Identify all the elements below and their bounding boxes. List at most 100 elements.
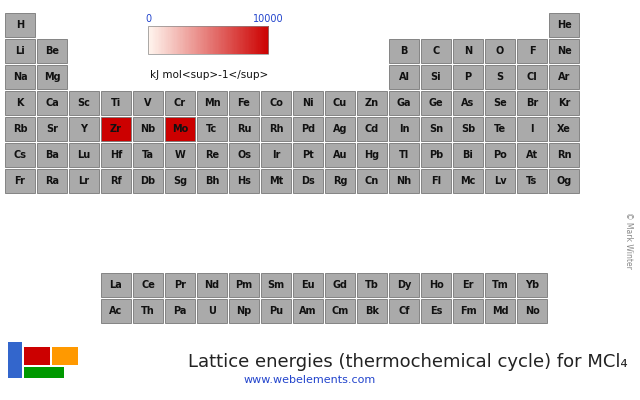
Bar bbox=[238, 26, 240, 54]
Bar bbox=[159, 26, 161, 54]
Bar bbox=[260, 91, 291, 115]
Bar bbox=[420, 117, 451, 141]
Bar bbox=[228, 273, 259, 297]
Bar bbox=[200, 26, 202, 54]
Bar bbox=[195, 26, 196, 54]
Bar bbox=[484, 143, 515, 167]
Bar bbox=[204, 26, 205, 54]
Bar bbox=[388, 169, 419, 193]
Bar bbox=[175, 26, 177, 54]
Bar bbox=[220, 26, 221, 54]
Text: Re: Re bbox=[205, 150, 219, 160]
Bar bbox=[212, 26, 214, 54]
Bar bbox=[4, 117, 35, 141]
Text: Ga: Ga bbox=[397, 98, 412, 108]
Text: Ds: Ds bbox=[301, 176, 315, 186]
Text: Ba: Ba bbox=[45, 150, 59, 160]
Bar bbox=[420, 299, 451, 323]
Bar bbox=[249, 26, 250, 54]
Text: Kr: Kr bbox=[558, 98, 570, 108]
Text: Ca: Ca bbox=[45, 98, 59, 108]
Bar bbox=[132, 299, 163, 323]
Text: Ir: Ir bbox=[272, 150, 280, 160]
Bar bbox=[196, 91, 227, 115]
Text: Ts: Ts bbox=[526, 176, 538, 186]
Bar bbox=[190, 26, 192, 54]
Text: Cr: Cr bbox=[174, 98, 186, 108]
Bar bbox=[452, 91, 483, 115]
Text: At: At bbox=[526, 150, 538, 160]
Bar bbox=[205, 26, 207, 54]
Text: Th: Th bbox=[141, 306, 155, 316]
Bar bbox=[4, 39, 35, 63]
Text: Cu: Cu bbox=[333, 98, 347, 108]
Text: Fe: Fe bbox=[237, 98, 250, 108]
Bar bbox=[132, 143, 163, 167]
Text: Ge: Ge bbox=[429, 98, 444, 108]
Bar bbox=[420, 91, 451, 115]
Text: Og: Og bbox=[556, 176, 572, 186]
Text: Bi: Bi bbox=[463, 150, 474, 160]
Bar bbox=[241, 26, 242, 54]
Bar bbox=[185, 26, 187, 54]
Text: Cm: Cm bbox=[332, 306, 349, 316]
Text: Ru: Ru bbox=[237, 124, 252, 134]
Bar bbox=[292, 273, 323, 297]
Text: Pu: Pu bbox=[269, 306, 283, 316]
Bar bbox=[267, 26, 269, 54]
Bar bbox=[356, 273, 387, 297]
Bar bbox=[164, 169, 195, 193]
Text: In: In bbox=[399, 124, 409, 134]
Bar bbox=[161, 26, 163, 54]
Bar bbox=[388, 143, 419, 167]
Bar bbox=[484, 169, 515, 193]
Bar bbox=[548, 13, 579, 37]
Text: Hg: Hg bbox=[364, 150, 380, 160]
Text: Nd: Nd bbox=[204, 280, 220, 290]
Bar bbox=[356, 143, 387, 167]
Bar bbox=[186, 26, 188, 54]
Bar bbox=[225, 26, 227, 54]
Text: Li: Li bbox=[15, 46, 25, 56]
Text: He: He bbox=[557, 20, 572, 30]
Bar bbox=[24, 347, 50, 365]
Bar bbox=[260, 143, 291, 167]
Text: Pr: Pr bbox=[174, 280, 186, 290]
Text: Sb: Sb bbox=[461, 124, 475, 134]
Bar bbox=[149, 26, 151, 54]
Bar bbox=[260, 169, 291, 193]
Bar bbox=[68, 91, 99, 115]
Bar bbox=[420, 143, 451, 167]
Bar bbox=[196, 299, 227, 323]
Bar bbox=[218, 26, 220, 54]
Text: S: S bbox=[497, 72, 504, 82]
Bar bbox=[548, 143, 579, 167]
Text: Pa: Pa bbox=[173, 306, 187, 316]
Text: Rn: Rn bbox=[557, 150, 572, 160]
Text: Cl: Cl bbox=[527, 72, 538, 82]
Text: Eu: Eu bbox=[301, 280, 315, 290]
Bar bbox=[132, 117, 163, 141]
Bar bbox=[4, 143, 35, 167]
Bar bbox=[516, 273, 547, 297]
Bar bbox=[196, 143, 227, 167]
Bar bbox=[324, 169, 355, 193]
Text: Pd: Pd bbox=[301, 124, 315, 134]
Text: Lu: Lu bbox=[77, 150, 91, 160]
Bar bbox=[226, 26, 228, 54]
Text: Rf: Rf bbox=[110, 176, 122, 186]
Text: Er: Er bbox=[462, 280, 474, 290]
Bar bbox=[193, 26, 195, 54]
Text: Md: Md bbox=[492, 306, 508, 316]
Text: Tb: Tb bbox=[365, 280, 379, 290]
Bar bbox=[452, 273, 483, 297]
Text: Ne: Ne bbox=[557, 46, 572, 56]
Bar bbox=[388, 273, 419, 297]
Bar bbox=[223, 26, 225, 54]
Text: O: O bbox=[496, 46, 504, 56]
Bar bbox=[516, 169, 547, 193]
Text: U: U bbox=[208, 306, 216, 316]
Text: C: C bbox=[433, 46, 440, 56]
Text: Es: Es bbox=[430, 306, 442, 316]
Text: Lattice energies (thermochemical cycle) for MCl₄: Lattice energies (thermochemical cycle) … bbox=[188, 353, 628, 371]
